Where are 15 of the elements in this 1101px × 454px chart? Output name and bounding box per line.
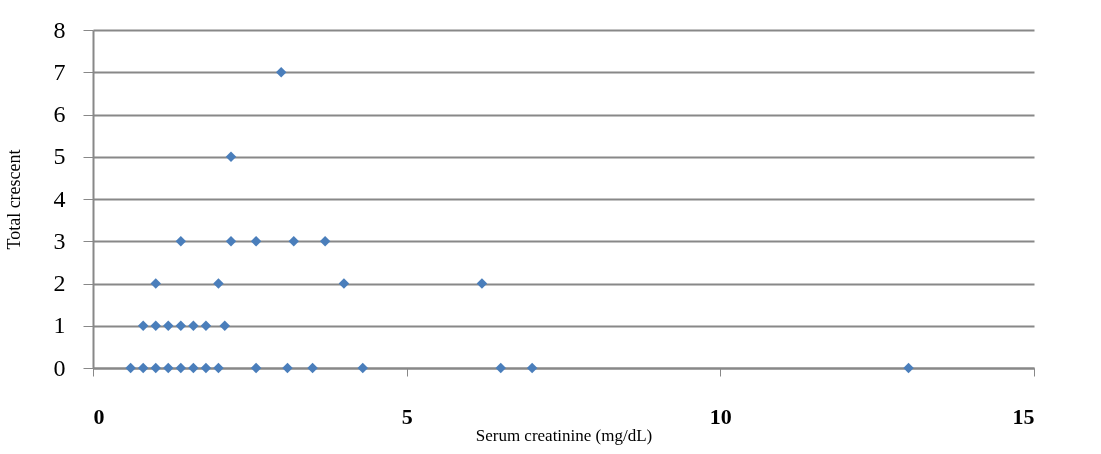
- x-tick-label: 10: [709, 403, 732, 429]
- x-tick-label: 5: [401, 403, 413, 429]
- y-tick-label: 7: [53, 58, 66, 85]
- y-tick-label: 2: [53, 270, 66, 296]
- y-tick-label: 4: [53, 185, 66, 212]
- y-tick-label: 3: [53, 227, 66, 254]
- x-tick-label: 0: [93, 403, 105, 429]
- y-tick-label: 8: [53, 16, 66, 43]
- y-tick-label: 6: [53, 101, 66, 127]
- x-axis-title: Serum creatinine (mg/dL): [475, 425, 653, 445]
- y-tick-label: 5: [53, 143, 66, 170]
- y-axis-title: Total crescent: [3, 149, 24, 250]
- y-tick-label: 0: [53, 354, 66, 381]
- y-tick-label: 1: [53, 312, 66, 339]
- x-tick-label: 15: [1012, 403, 1035, 429]
